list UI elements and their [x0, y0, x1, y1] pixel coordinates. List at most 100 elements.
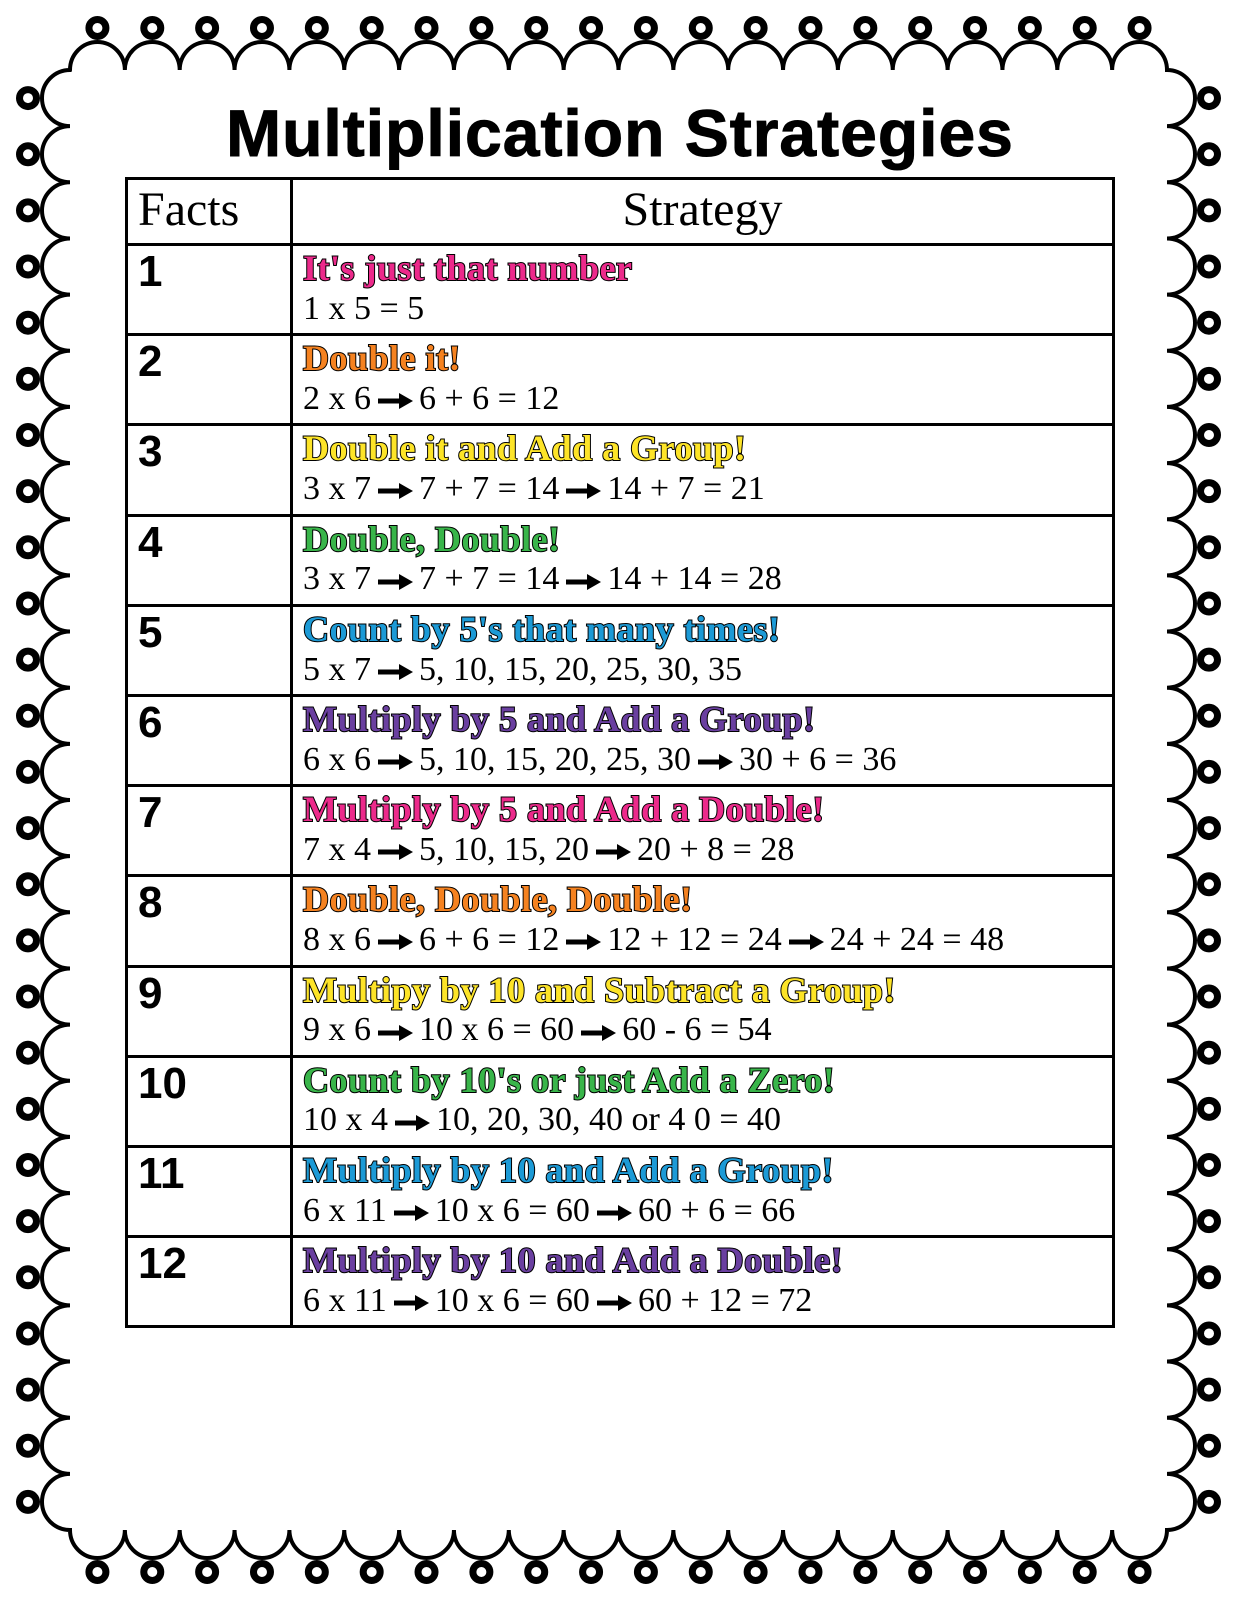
strategy-cell: Double it!2 x 66 + 6 = 12: [292, 335, 1114, 425]
table-row: 5Count by 5's that many times!5 x 75, 10…: [127, 605, 1114, 695]
arrow-icon: [596, 1203, 632, 1223]
example-text: 7 x 4: [303, 831, 371, 868]
strategy-cell: Multiply by 5 and Add a Double!7 x 4 5, 1…: [292, 786, 1114, 876]
table-header-row: Facts Strategy: [127, 179, 1114, 245]
strategy-example: 2 x 66 + 6 = 12: [303, 380, 1102, 417]
fact-number: 8: [127, 876, 292, 966]
example-text: 10 x 6 = 60: [419, 1011, 574, 1048]
example-text: 6 x 11: [303, 1282, 387, 1319]
strategy-title: Double it!: [303, 340, 1102, 378]
arrow-icon: [697, 752, 733, 772]
table-row: 1It's just that number1 x 5 = 5: [127, 245, 1114, 335]
strategy-title: Double, Double!: [303, 521, 1102, 559]
strategy-example: 10 x 4 10, 20, 30, 40 or 4 0 = 40: [303, 1101, 1102, 1138]
page-title: Multiplication Strategies: [125, 95, 1115, 171]
strategy-cell: It's just that number1 x 5 = 5: [292, 245, 1114, 335]
arrow-icon: [377, 662, 413, 682]
fact-number: 4: [127, 515, 292, 605]
example-text: 1 x 5 = 5: [303, 290, 424, 327]
arrow-icon: [394, 1113, 430, 1133]
example-text: 20 + 8 = 28: [637, 831, 794, 868]
strategy-cell: Count by 10's or just Add a Zero!10 x 41…: [292, 1056, 1114, 1146]
strategy-example: 3 x 77 + 7 = 1414 + 7 = 21: [303, 470, 1102, 507]
example-text: 5 x 7: [303, 651, 371, 688]
fact-number: 3: [127, 425, 292, 515]
fact-number: 2: [127, 335, 292, 425]
example-text: 10 x 6 = 60: [435, 1282, 590, 1319]
example-text: 14 + 7 = 21: [607, 470, 764, 507]
example-text: 60 - 6 = 54: [622, 1011, 772, 1048]
fact-number: 11: [127, 1146, 292, 1236]
strategy-title: Double it and Add a Group!: [303, 430, 1102, 468]
strategy-example: 5 x 7 5, 10, 15, 20, 25, 30, 35: [303, 651, 1102, 688]
table-row: 7Multiply by 5 and Add a Double!7 x 45, …: [127, 786, 1114, 876]
strategy-title: It's just that number: [303, 250, 1102, 288]
example-text: 14 + 14 = 28: [607, 560, 781, 597]
example-text: 60 + 6 = 66: [638, 1192, 795, 1229]
column-header-facts: Facts: [127, 179, 292, 245]
fact-number: 10: [127, 1056, 292, 1146]
strategy-cell: Double it and Add a Group!3 x 77 + 7 = 1…: [292, 425, 1114, 515]
table-row: 2Double it!2 x 66 + 6 = 12: [127, 335, 1114, 425]
example-text: 6 x 6: [303, 741, 371, 778]
table-row: 11 Multiply by 10 and Add a Group!6 x 11 1…: [127, 1146, 1114, 1236]
arrow-icon: [377, 481, 413, 501]
example-text: 7 + 7 = 14: [419, 470, 559, 507]
example-text: 10 x 4: [303, 1101, 388, 1138]
arrow-icon: [595, 842, 631, 862]
strategy-title: Multiply by 10 and Add a Double!: [303, 1242, 1102, 1280]
strategy-example: 8 x 66 + 6 = 1212 + 12 = 2424 + 24 = 48: [303, 921, 1102, 958]
arrow-icon: [393, 1293, 429, 1313]
table-body: 1It's just that number1 x 5 = 52Double i…: [127, 245, 1114, 1327]
table-row: 4Double, Double!3 x 77 + 7 = 1414 + 14 =…: [127, 515, 1114, 605]
strategy-example: 1 x 5 = 5: [303, 290, 1102, 327]
arrow-icon: [565, 932, 601, 952]
arrow-icon: [788, 932, 824, 952]
arrow-icon: [565, 481, 601, 501]
strategy-title: Multiply by 5 and Add a Group!: [303, 701, 1102, 739]
strategy-cell: Multipy by 10 and Subtract a Group!9 x 6…: [292, 966, 1114, 1056]
example-text: 6 x 11: [303, 1192, 387, 1229]
example-text: 9 x 6: [303, 1011, 371, 1048]
example-text: 5, 10, 15, 20, 25, 30, 35: [419, 651, 742, 688]
strategy-example: 9 x 6 10 x 6 = 60 60 - 6 = 54: [303, 1011, 1102, 1048]
example-text: 12 + 12 = 24: [607, 921, 781, 958]
strategy-title: Double, Double, Double!: [303, 881, 1102, 919]
strategy-table: Facts Strategy 1It's just that number1 x…: [125, 177, 1115, 1328]
example-text: 3 x 7: [303, 560, 371, 597]
strategy-example: 3 x 77 + 7 = 1414 + 14 = 28: [303, 560, 1102, 597]
table-row: 8Double, Double, Double!8 x 66 + 6 = 121…: [127, 876, 1114, 966]
table-row: 10Count by 10's or just Add a Zero!10 x …: [127, 1056, 1114, 1146]
strategy-example: 6 x 6 5, 10, 15, 20, 25, 30 30 + 6 = 36: [303, 741, 1102, 778]
example-text: 24 + 24 = 48: [830, 921, 1004, 958]
example-text: 10, 20, 30, 40 or 4 0 = 40: [436, 1101, 781, 1138]
fact-number: 12: [127, 1237, 292, 1327]
strategy-title: Multipy by 10 and Subtract a Group!: [303, 972, 1102, 1010]
strategy-cell: Double, Double, Double!8 x 66 + 6 = 1212…: [292, 876, 1114, 966]
column-header-strategy: Strategy: [292, 179, 1114, 245]
strategy-title: Multiply by 5 and Add a Double!: [303, 791, 1102, 829]
page: Multiplication Strategies Facts Strategy…: [0, 0, 1237, 1600]
strategy-title: Multiply by 10 and Add a Group!: [303, 1152, 1102, 1190]
strategy-cell: Multiply by 10 and Add a Group!6 x 11 10 …: [292, 1146, 1114, 1236]
strategy-title: Count by 10's or just Add a Zero!: [303, 1062, 1102, 1100]
arrow-icon: [565, 572, 601, 592]
example-text: 5, 10, 15, 20: [419, 831, 589, 868]
strategy-title: Count by 5's that many times!: [303, 611, 1102, 649]
arrow-icon: [377, 572, 413, 592]
example-text: 30 + 6 = 36: [739, 741, 896, 778]
arrow-icon: [377, 932, 413, 952]
arrow-icon: [377, 842, 413, 862]
strategy-example: 6 x 1110 x 6 = 6060 + 12 = 72: [303, 1282, 1102, 1319]
table-row: 3Double it and Add a Group!3 x 77 + 7 = …: [127, 425, 1114, 515]
arrow-icon: [377, 391, 413, 411]
example-text: 6 + 6 = 12: [419, 921, 559, 958]
strategy-cell: Count by 5's that many times!5 x 7 5, 10,…: [292, 605, 1114, 695]
example-text: 5, 10, 15, 20, 25, 30: [419, 741, 691, 778]
strategy-cell: Double, Double!3 x 77 + 7 = 1414 + 14 = …: [292, 515, 1114, 605]
example-text: 10 x 6 = 60: [435, 1192, 590, 1229]
fact-number: 6: [127, 695, 292, 785]
example-text: 6 + 6 = 12: [419, 380, 559, 417]
table-row: 9Multipy by 10 and Subtract a Group!9 x …: [127, 966, 1114, 1056]
fact-number: 1: [127, 245, 292, 335]
